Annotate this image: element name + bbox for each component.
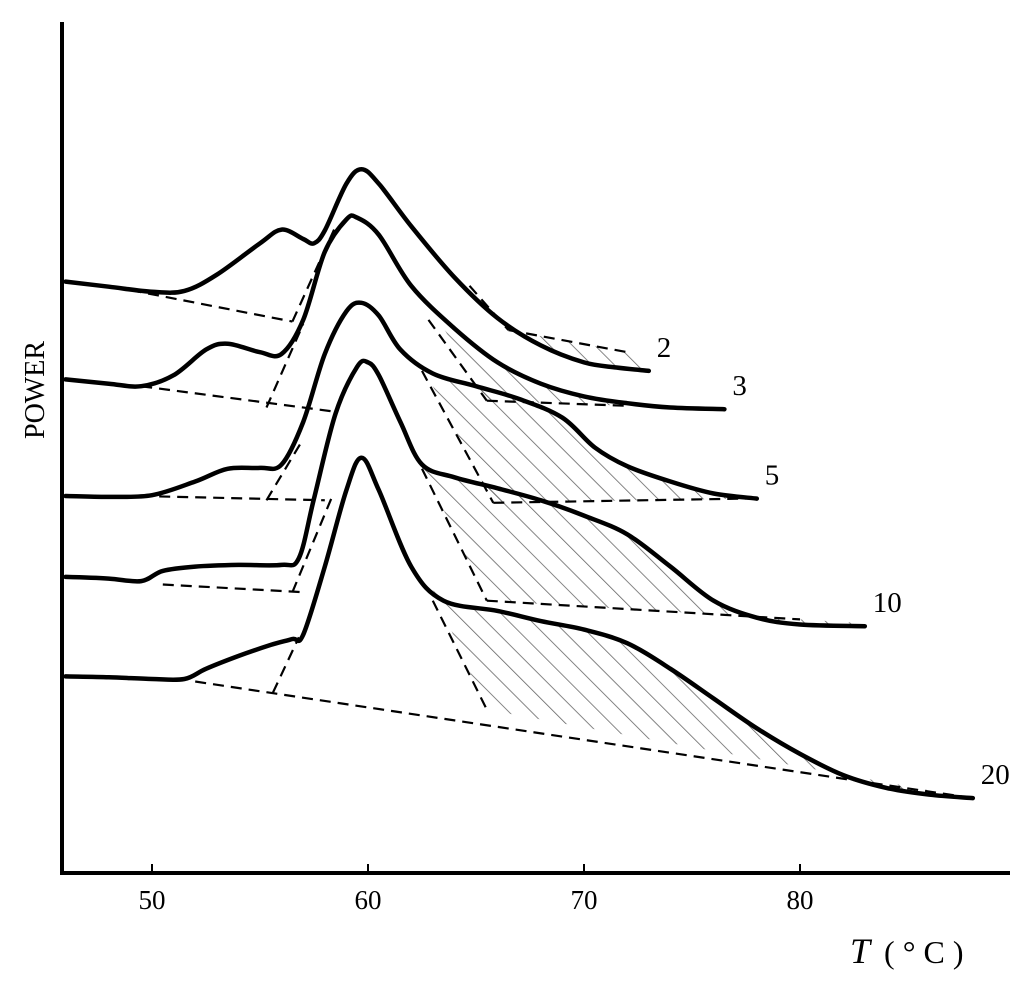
hatch-area-10 [422,464,865,627]
axes [60,22,1010,875]
series-label-3: 3 [732,370,747,402]
dashed-line-3-3 [486,399,628,407]
dashed-line-10-0 [162,583,304,594]
series-label-2: 2 [657,332,672,364]
hatch-area-5 [422,365,757,503]
dashed-line-20-0 [195,680,973,800]
y-axis-label: POWER [20,341,51,439]
thermogram-curves [63,166,976,801]
x-axis-label: T ( ° C ) [850,931,963,971]
dashed-line-5-1 [265,438,305,501]
x-tick-label-60: 60 [355,885,382,915]
x-tick-label-70: 70 [571,885,598,915]
x-axis-symbol: T [850,931,873,971]
dashed-line-20-1 [271,636,300,694]
dashed-line-2-0 [130,288,293,323]
dashed-line-5-0 [141,494,325,502]
curve-2 [63,166,652,374]
baseline-tangent-lines [130,225,973,800]
dashed-line-5-3 [493,497,747,504]
x-axis-unit: ( ° C ) [884,934,963,970]
dashed-line-3-1 [265,323,305,408]
dashed-line-10-2 [421,468,488,602]
x-tick-label-50: 50 [139,885,166,915]
curve-5 [63,300,760,501]
series-labels: 2 3 5 10 20 [657,332,1010,791]
dashed-line-20-2 [431,600,488,711]
curve-20 [63,455,976,801]
dashed-line-3-0 [141,385,336,413]
x-tick-label-80: 80 [787,885,814,915]
x-ticks: 50 60 70 80 [139,864,814,915]
dashed-line-5-2 [421,370,495,504]
series-label-10: 10 [873,587,902,619]
hatch-area-2 [469,291,649,371]
curve-3 [63,213,727,412]
dashed-line-2-2 [468,285,510,331]
dashed-line-2-3 [508,328,628,354]
hatch-area-3 [428,302,725,410]
curve-10 [63,358,868,629]
series-label-20: 20 [981,759,1010,791]
series-label-5: 5 [765,460,780,492]
